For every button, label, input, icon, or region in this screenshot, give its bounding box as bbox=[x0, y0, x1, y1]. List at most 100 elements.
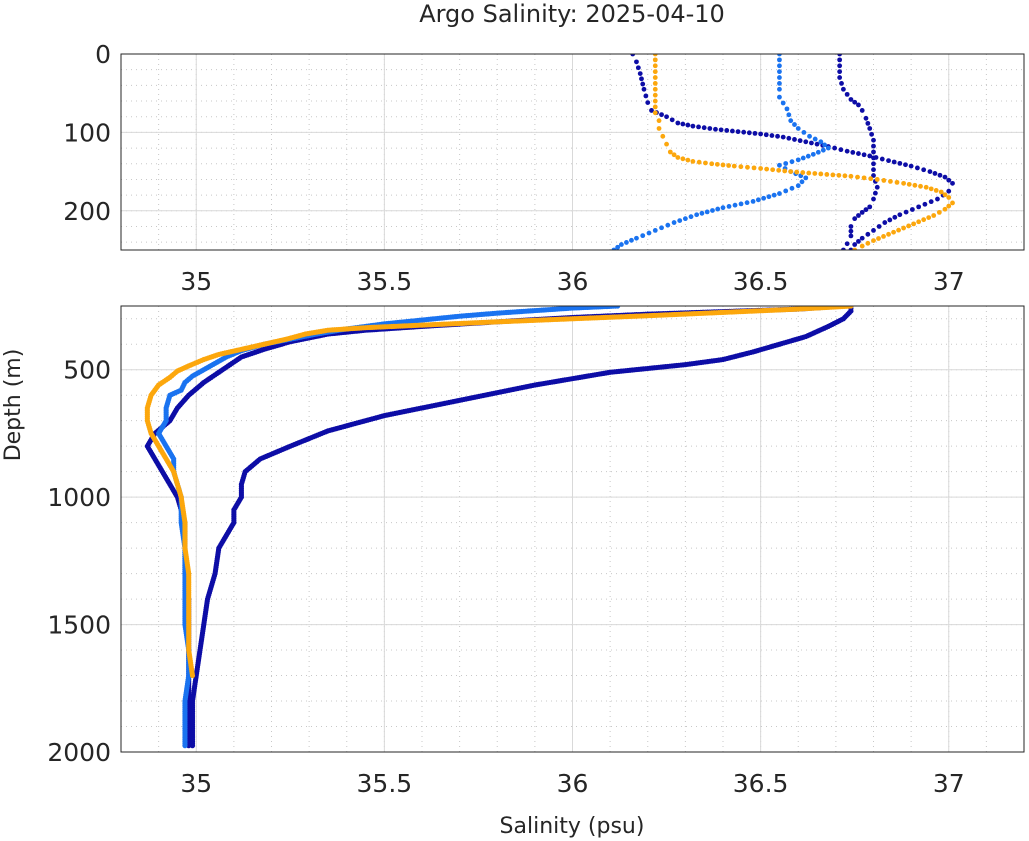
data-point bbox=[641, 86, 647, 92]
data-point bbox=[777, 94, 782, 100]
data-point bbox=[867, 204, 873, 210]
y-tick-label: 500 bbox=[63, 356, 111, 385]
data-point bbox=[865, 231, 871, 237]
data-point bbox=[699, 210, 705, 216]
data-point bbox=[656, 126, 662, 131]
data-point bbox=[795, 157, 801, 163]
data-point bbox=[937, 172, 943, 178]
y-tick-label: 1000 bbox=[47, 483, 111, 512]
data-point bbox=[682, 216, 688, 222]
data-point bbox=[926, 215, 932, 220]
data-point bbox=[688, 214, 694, 220]
data-point bbox=[677, 218, 683, 224]
data-point bbox=[801, 130, 807, 135]
data-point bbox=[800, 155, 806, 161]
data-point bbox=[903, 209, 909, 215]
data-point bbox=[803, 175, 809, 181]
data-point bbox=[855, 174, 860, 180]
data-point bbox=[946, 177, 952, 183]
data-point bbox=[886, 158, 891, 164]
series-profile-4 bbox=[144, 306, 854, 679]
data-point bbox=[938, 189, 944, 195]
data-point bbox=[652, 104, 658, 110]
data-point bbox=[652, 86, 658, 92]
y-tick-label: 1500 bbox=[47, 611, 111, 640]
data-point bbox=[745, 164, 750, 170]
data-point bbox=[916, 219, 922, 225]
data-point bbox=[844, 91, 850, 97]
data-point bbox=[942, 192, 948, 198]
data-point bbox=[807, 133, 812, 139]
data-point bbox=[859, 243, 865, 249]
data-point bbox=[806, 170, 812, 176]
x-tick-label: 36 bbox=[557, 769, 589, 798]
data-point bbox=[800, 170, 806, 175]
data-point bbox=[735, 129, 741, 135]
data-point bbox=[652, 69, 658, 75]
data-point bbox=[942, 206, 948, 212]
data-point bbox=[726, 163, 732, 168]
data-point bbox=[891, 229, 896, 235]
chart-title: Argo Salinity: 2025-04-10 bbox=[419, 0, 725, 28]
data-point bbox=[872, 190, 878, 196]
data-point bbox=[189, 743, 196, 749]
data-point bbox=[738, 201, 744, 207]
y-tick-label: 100 bbox=[63, 118, 111, 147]
data-point bbox=[652, 81, 658, 86]
data-point bbox=[690, 123, 696, 129]
x-tick-label: 36 bbox=[557, 267, 589, 296]
data-point bbox=[789, 185, 795, 191]
data-point bbox=[777, 63, 782, 69]
data-point bbox=[896, 227, 901, 233]
data-point bbox=[923, 184, 929, 190]
data-point bbox=[731, 163, 737, 169]
data-point bbox=[189, 672, 196, 679]
data-point bbox=[685, 157, 691, 163]
data-point bbox=[844, 148, 850, 154]
data-point bbox=[629, 237, 634, 243]
data-point bbox=[788, 169, 794, 175]
data-point bbox=[810, 151, 816, 157]
data-point bbox=[707, 126, 713, 131]
data-point bbox=[871, 173, 876, 178]
data-point bbox=[863, 207, 869, 213]
data-point bbox=[703, 160, 708, 166]
data-point bbox=[918, 183, 923, 189]
data-point bbox=[652, 75, 658, 80]
data-point bbox=[680, 156, 686, 162]
data-point bbox=[856, 102, 861, 108]
data-point bbox=[690, 159, 696, 164]
data-point bbox=[841, 247, 846, 250]
data-point bbox=[842, 173, 848, 179]
data-point bbox=[783, 188, 789, 194]
data-point bbox=[865, 120, 871, 126]
data-point bbox=[837, 75, 843, 80]
data-point bbox=[788, 118, 794, 124]
data-point bbox=[950, 200, 955, 206]
data-point bbox=[874, 177, 880, 182]
data-point bbox=[665, 222, 671, 228]
data-point bbox=[619, 242, 624, 247]
upper-depth-panel: 35 35.5 36 36.5 37 0 100 200 bbox=[63, 40, 1025, 296]
data-point bbox=[659, 225, 664, 231]
data-point bbox=[720, 162, 726, 168]
data-point bbox=[805, 153, 811, 159]
data-point bbox=[888, 179, 893, 184]
data-point bbox=[780, 100, 786, 106]
data-point bbox=[786, 135, 792, 141]
x-tick-label: 36.5 bbox=[733, 769, 789, 798]
data-point bbox=[777, 57, 782, 63]
data-point bbox=[928, 186, 934, 192]
data-point bbox=[881, 178, 887, 183]
data-point bbox=[611, 247, 617, 250]
data-point bbox=[182, 743, 188, 749]
lower-depth-panel: 35 35.5 36 36.5 37 500 1000 1500 2000 bbox=[47, 305, 1025, 798]
data-point bbox=[879, 156, 885, 162]
data-point bbox=[680, 121, 686, 127]
data-point bbox=[664, 141, 669, 147]
data-point bbox=[746, 130, 752, 136]
data-point bbox=[886, 231, 891, 237]
data-point bbox=[871, 167, 876, 173]
data-point bbox=[634, 235, 639, 241]
data-point bbox=[634, 59, 639, 65]
